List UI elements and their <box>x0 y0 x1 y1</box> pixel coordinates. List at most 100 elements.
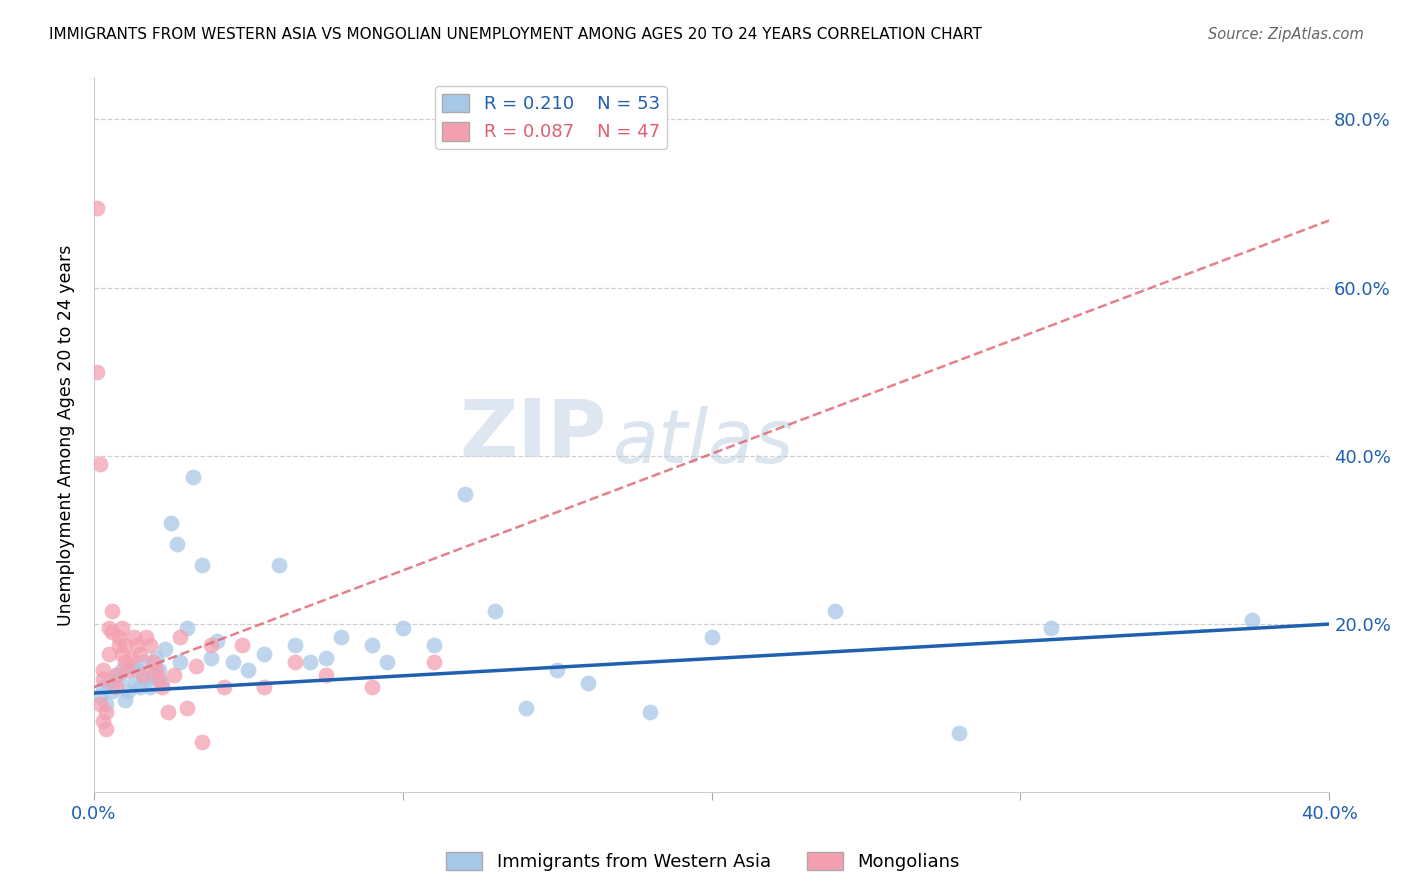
Point <box>104 680 127 694</box>
Point <box>169 655 191 669</box>
Point <box>135 630 157 644</box>
Point <box>169 630 191 644</box>
Point <box>375 655 398 669</box>
Point <box>315 667 337 681</box>
Point <box>104 667 127 681</box>
Point <box>89 689 111 703</box>
Point <box>948 726 970 740</box>
Point <box>114 638 136 652</box>
Point <box>142 655 165 669</box>
Point <box>360 680 382 694</box>
Point <box>150 676 173 690</box>
Point <box>86 201 108 215</box>
Point <box>98 647 121 661</box>
Point <box>330 630 353 644</box>
Point <box>107 638 129 652</box>
Point <box>111 621 134 635</box>
Point <box>89 697 111 711</box>
Point <box>166 537 188 551</box>
Point <box>253 647 276 661</box>
Point <box>101 684 124 698</box>
Point <box>207 634 229 648</box>
Point <box>91 664 114 678</box>
Text: Source: ZipAtlas.com: Source: ZipAtlas.com <box>1208 27 1364 42</box>
Point <box>114 655 136 669</box>
Point <box>1241 613 1264 627</box>
Legend: R = 0.210    N = 53, R = 0.087    N = 47: R = 0.210 N = 53, R = 0.087 N = 47 <box>434 87 666 149</box>
Point <box>127 664 149 678</box>
Point <box>122 676 145 690</box>
Point <box>1040 621 1063 635</box>
Point <box>212 680 235 694</box>
Point <box>114 693 136 707</box>
Point <box>96 723 118 737</box>
Point <box>200 638 222 652</box>
Point <box>484 605 506 619</box>
Point <box>120 659 142 673</box>
Point <box>111 647 134 661</box>
Point <box>96 706 118 720</box>
Point <box>132 655 155 669</box>
Point <box>157 706 180 720</box>
Point <box>176 701 198 715</box>
Point <box>391 621 413 635</box>
Point <box>422 655 444 669</box>
Point <box>98 621 121 635</box>
Point <box>153 642 176 657</box>
Point <box>222 655 245 669</box>
Point <box>96 697 118 711</box>
Point <box>142 667 165 681</box>
Point <box>148 664 170 678</box>
Point <box>163 667 186 681</box>
Point <box>515 701 537 715</box>
Point <box>117 664 139 678</box>
Point <box>127 638 149 652</box>
Text: atlas: atlas <box>613 406 794 478</box>
Point <box>148 672 170 686</box>
Point <box>145 650 167 665</box>
Point <box>422 638 444 652</box>
Point <box>546 664 568 678</box>
Point <box>91 680 114 694</box>
Text: IMMIGRANTS FROM WESTERN ASIA VS MONGOLIAN UNEMPLOYMENT AMONG AGES 20 TO 24 YEARS: IMMIGRANTS FROM WESTERN ASIA VS MONGOLIA… <box>49 27 981 42</box>
Point <box>145 664 167 678</box>
Point <box>91 672 114 686</box>
Point <box>269 558 291 573</box>
Point <box>122 630 145 644</box>
Point <box>824 605 846 619</box>
Point <box>284 638 307 652</box>
Point <box>238 664 260 678</box>
Point <box>101 625 124 640</box>
Point <box>200 650 222 665</box>
Point <box>107 672 129 686</box>
Point <box>138 638 160 652</box>
Point <box>138 680 160 694</box>
Point <box>104 667 127 681</box>
Point <box>299 655 322 669</box>
Point <box>107 630 129 644</box>
Point <box>98 676 121 690</box>
Point <box>89 458 111 472</box>
Point <box>176 621 198 635</box>
Point <box>91 714 114 728</box>
Point <box>191 558 214 573</box>
Point <box>453 487 475 501</box>
Point <box>360 638 382 652</box>
Text: ZIP: ZIP <box>460 396 606 474</box>
Point <box>117 684 139 698</box>
Point <box>111 664 134 678</box>
Legend: Immigrants from Western Asia, Mongolians: Immigrants from Western Asia, Mongolians <box>439 845 967 879</box>
Point <box>120 650 142 665</box>
Point <box>181 470 204 484</box>
Point <box>638 706 661 720</box>
Point <box>129 647 152 661</box>
Point <box>231 638 253 652</box>
Point <box>315 650 337 665</box>
Point <box>135 672 157 686</box>
Point <box>150 680 173 694</box>
Point <box>132 667 155 681</box>
Point <box>700 630 723 644</box>
Point <box>184 659 207 673</box>
Point <box>86 365 108 379</box>
Point <box>160 516 183 531</box>
